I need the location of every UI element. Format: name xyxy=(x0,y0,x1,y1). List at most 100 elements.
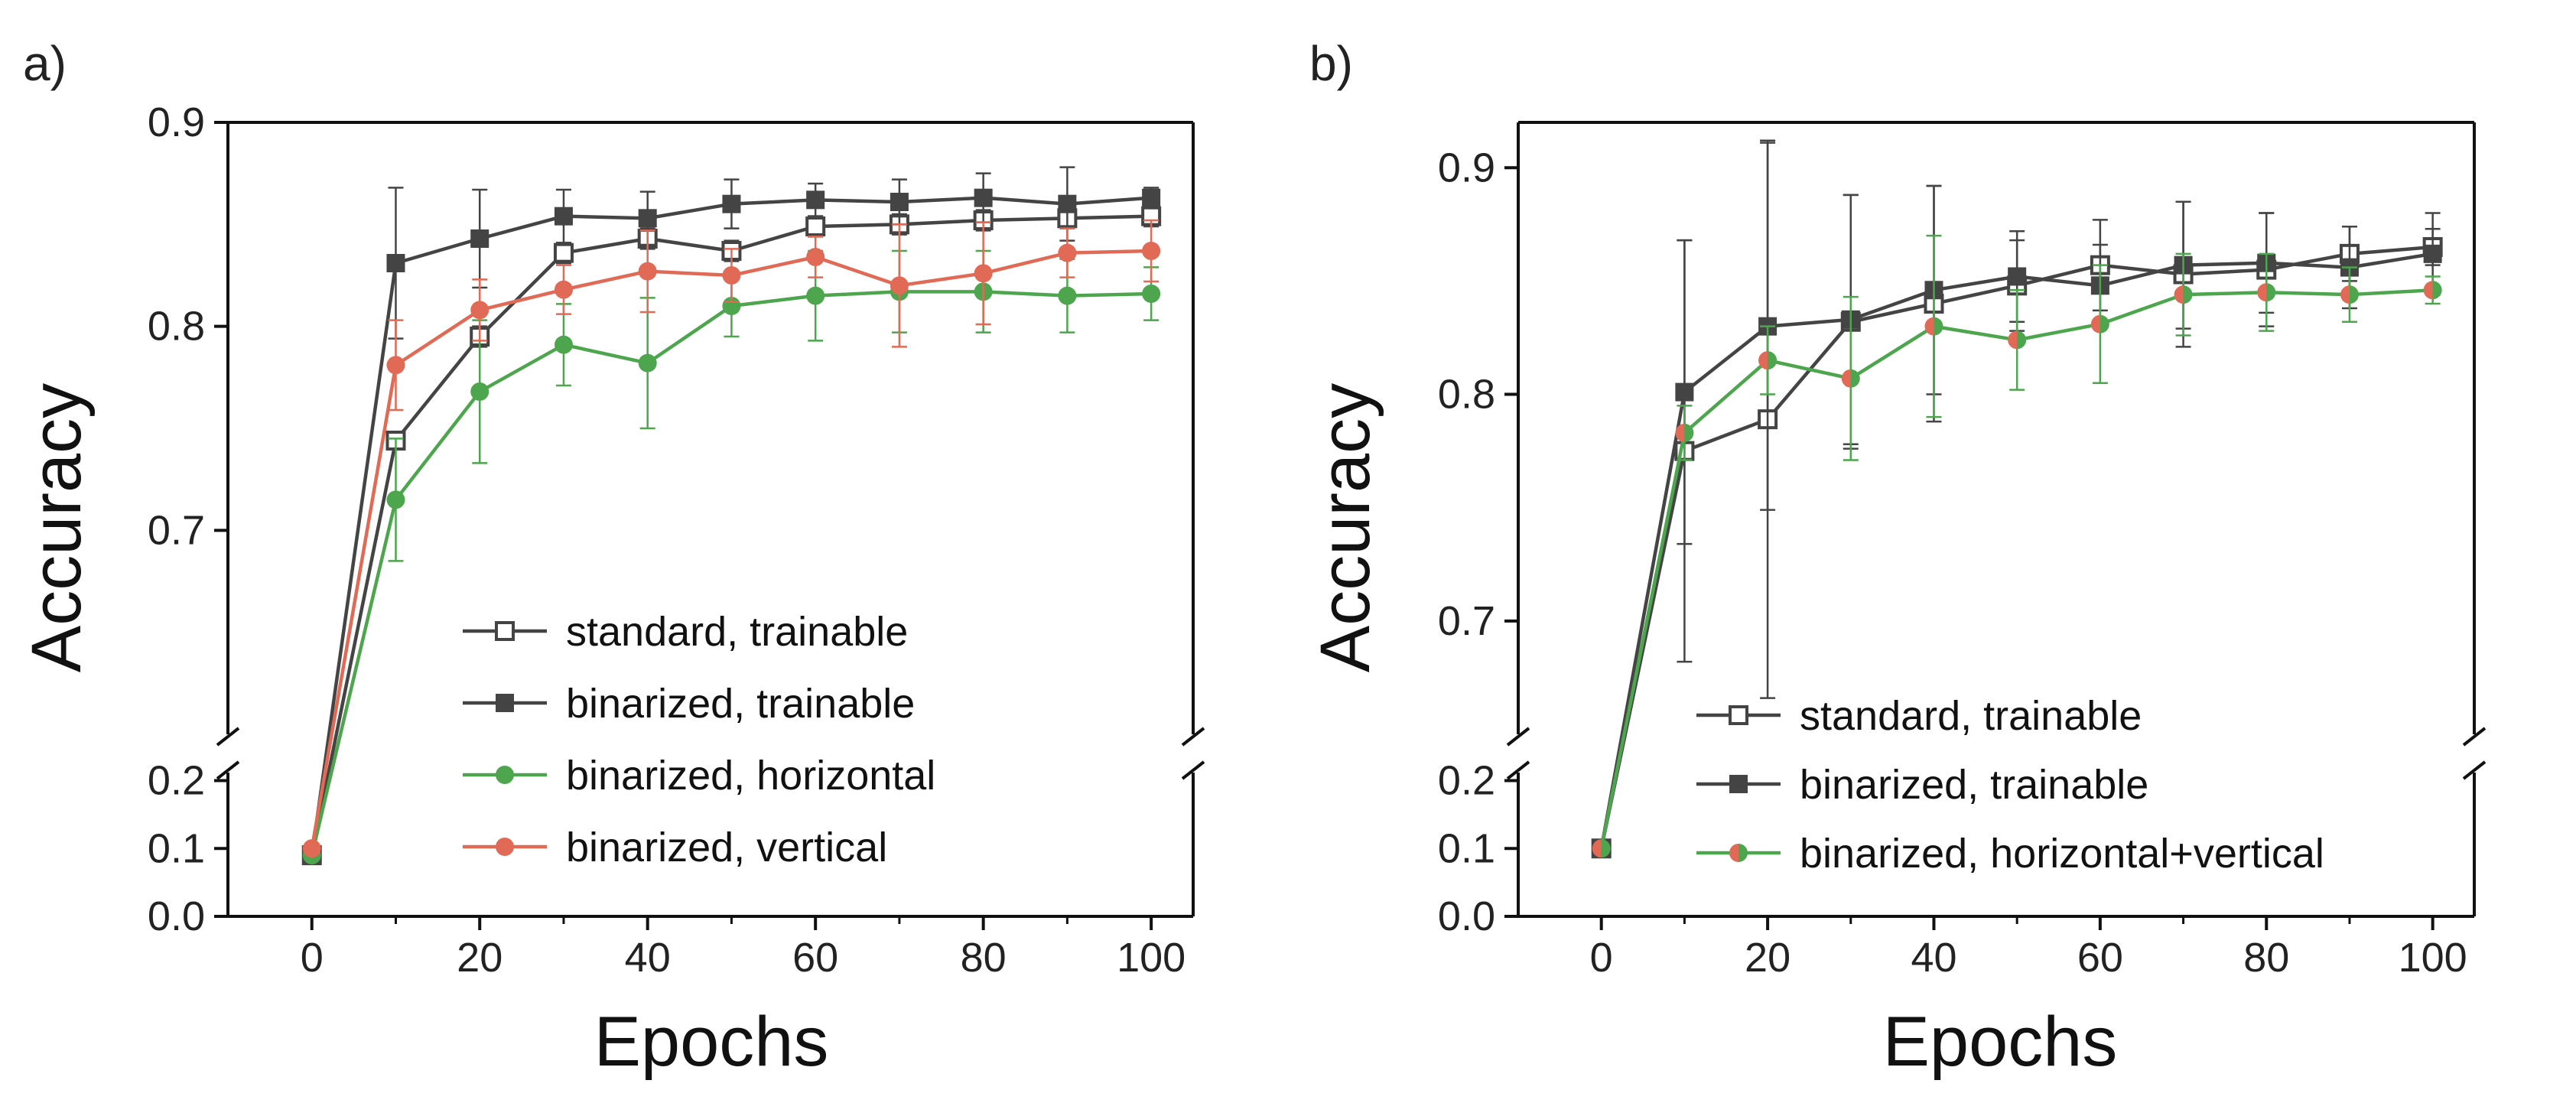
panel-a-data-point xyxy=(890,276,909,295)
panel-a-data-point xyxy=(470,382,490,401)
panel-b-data-point xyxy=(1841,369,1860,388)
panel-a-data-point xyxy=(1058,286,1077,305)
panel-a-data-point xyxy=(890,193,909,211)
panel-a-y-tick-label: 0.0 xyxy=(148,893,205,939)
panel-b-x-tick-label: 40 xyxy=(1911,935,1956,981)
panel-a-data-point xyxy=(722,266,741,285)
panel-a-data-point xyxy=(470,301,490,320)
panel-a-x-tick-label: 40 xyxy=(625,935,671,981)
panel-b-series-2 xyxy=(1592,142,2442,858)
panel-b-data-point xyxy=(2340,285,2359,304)
panel-a-data-point xyxy=(638,209,657,228)
panel-a-y-tick-label: 0.1 xyxy=(148,825,205,871)
panel-a-legend-marker xyxy=(496,694,514,712)
panel-a-data-point xyxy=(722,194,741,213)
panel-a-axis-break-left-2 xyxy=(216,760,240,780)
panel-b-legend-marker xyxy=(1729,844,1748,862)
panel-b-legend-marker xyxy=(1729,705,1748,725)
panel-b-data-point xyxy=(2008,330,2027,350)
panel-a-legend-label: binarized, horizontal xyxy=(566,753,935,799)
panel-a-y-tick-label: 0.7 xyxy=(148,507,205,553)
panel-b-data-point-right xyxy=(2349,285,2359,304)
panel-a-x-tick-label: 100 xyxy=(1117,935,1186,981)
panel-b-data-point-right xyxy=(1850,369,1860,388)
panel-a-data-point xyxy=(554,335,573,354)
panel-a-data-point xyxy=(974,188,993,207)
panel-a-chart: a) Epochs Accuracy 0 20 40 60 80 100 0.7 0.8 0.9… xyxy=(18,36,1205,1081)
panel-a-x-axis-title: Epochs xyxy=(594,1003,829,1081)
panel-a-legend-marker xyxy=(495,621,515,641)
panel-b-legend-item-2: binarized, trainable xyxy=(1696,762,2148,808)
panel-b-data-point-right xyxy=(2266,283,2276,302)
panel-a-legend-marker xyxy=(496,766,514,784)
panel-a-data-point xyxy=(638,353,657,373)
panel-b-data-point-left xyxy=(1924,317,1934,336)
panel-a-label: a) xyxy=(23,36,67,91)
panel-a-data-point xyxy=(386,254,405,272)
panel-b-data-point-left xyxy=(2174,285,2184,304)
panel-a-data-point xyxy=(554,280,573,299)
panel-b-y-tick-label: 0.7 xyxy=(1438,598,1495,644)
panel-b-data-point-right xyxy=(2432,281,2442,300)
panel-b-data-point-right xyxy=(1684,423,1694,442)
panel-b-data-point xyxy=(1675,423,1694,442)
panel-b-data-point-right xyxy=(2017,330,2027,350)
panel-b-legend-marker xyxy=(1729,775,1748,793)
panel-a-axis-break-left-1 xyxy=(216,727,240,747)
panel-a-axis-break-right-2 xyxy=(1181,760,1205,780)
panel-b-y-tick-label: 0.8 xyxy=(1438,372,1495,418)
panel-a-data-point xyxy=(806,190,825,210)
panel-a-legend-item-4: binarized, vertical xyxy=(463,825,887,870)
panel-b-data-point xyxy=(2174,285,2193,304)
panel-b-data-point xyxy=(1758,351,1778,370)
panel-a-data-point xyxy=(386,490,405,509)
panel-a-data-point xyxy=(805,216,826,236)
panel-a-data-point xyxy=(470,229,490,248)
panel-b-data-point-left xyxy=(1758,351,1768,370)
panel-b-data-point xyxy=(2423,281,2442,300)
panel-b-data-point xyxy=(2423,244,2442,263)
panel-a-y-axis-title: Accuracy xyxy=(18,383,96,672)
panel-b-legend-item-3: binarized, horizontal+vertical xyxy=(1696,831,2324,877)
panel-b-data-point-right xyxy=(1601,839,1611,858)
panel-a-series-4 xyxy=(302,219,1161,858)
panel-a-legend-label: binarized, vertical xyxy=(566,825,887,870)
panel-b-data-point-left xyxy=(2340,285,2350,304)
panel-a-x-tick-label: 60 xyxy=(792,935,838,981)
panel-b-axis-break-right-2 xyxy=(2462,760,2487,780)
panel-a-legend-item-2: binarized, trainable xyxy=(463,681,915,727)
panel-a-y-tick-label: 0.8 xyxy=(148,304,205,350)
panel-b-data-point-left xyxy=(1841,369,1851,388)
panel-b-data-point-left xyxy=(1675,423,1685,442)
panel-a-data-point xyxy=(1142,285,1161,303)
panel-a-legend-label: binarized, trainable xyxy=(566,681,915,727)
panel-a-data-point xyxy=(1058,194,1077,213)
panel-a-data-point xyxy=(806,248,825,266)
panel-b-legend-marker-left xyxy=(1729,844,1738,862)
panel-a-legend-marker xyxy=(496,838,514,856)
panel-b-x-tick-label: 20 xyxy=(1745,935,1791,981)
panel-b-y-tick-label: 0.9 xyxy=(1438,145,1495,190)
panel-a-data-point xyxy=(1142,242,1161,260)
panel-b-data-point-right xyxy=(1768,351,1778,370)
panel-a-data-point xyxy=(386,356,405,375)
panel-a-y-tick-label: 0.9 xyxy=(148,99,205,145)
panel-b-data-point-left xyxy=(2423,281,2433,300)
panel-b-data-point-right xyxy=(2183,285,2193,304)
panel-a-data-point xyxy=(1058,243,1077,262)
panel-b-legend-label: standard, trainable xyxy=(1800,693,2142,739)
panel-a-data-point xyxy=(974,264,993,283)
panel-b-data-point-left xyxy=(2090,314,2100,333)
panel-b-x-tick-label: 80 xyxy=(2243,935,2289,981)
panel-b-data-point xyxy=(2257,283,2276,302)
panel-b-axis-break-left-1 xyxy=(1506,727,1530,747)
panel-b-chart: b) Epochs Accuracy 0 20 40 60 80 100 0.7 0.8 0.9… xyxy=(1306,36,2487,1081)
panel-a-data-point xyxy=(554,207,573,226)
panel-a-axis-break-right-1 xyxy=(1181,727,1205,747)
panel-b-data-point xyxy=(2090,314,2109,333)
panel-a-x-tick-label: 0 xyxy=(301,935,324,981)
panel-a-legend-item-3: binarized, horizontal xyxy=(463,753,935,799)
panel-a-legend-item-1: standard, trainable xyxy=(463,609,908,655)
panel-a-data-point xyxy=(553,242,574,263)
panel-b-label: b) xyxy=(1309,36,1353,91)
